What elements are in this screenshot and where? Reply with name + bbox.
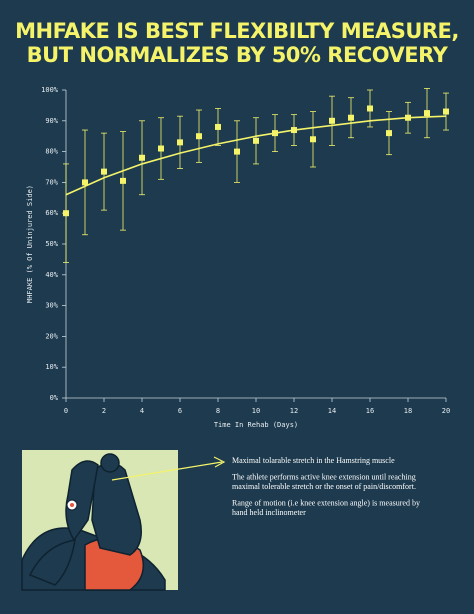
y-tick-label: 80% xyxy=(45,148,58,156)
x-axis-label: Time In Rehab (Days) xyxy=(214,421,298,429)
arrow xyxy=(111,456,226,481)
chart-title: BUT NORMALIZES BY 50% RECOVERY xyxy=(27,43,449,67)
data-point xyxy=(177,139,183,146)
data-point xyxy=(215,123,221,130)
data-point xyxy=(63,210,69,217)
note-text: hand held inclinometer xyxy=(232,508,306,517)
y-tick-label: 60% xyxy=(45,209,58,217)
x-tick-label: 18 xyxy=(404,407,412,415)
data-point xyxy=(386,130,392,137)
note-text: Range of motion (i.e knee extension angl… xyxy=(232,498,420,507)
x-tick-label: 10 xyxy=(252,407,260,415)
y-tick-label: 10% xyxy=(45,363,58,371)
note-text: The athlete performs active knee extensi… xyxy=(232,472,416,481)
illustration xyxy=(21,450,178,591)
x-tick-label: 12 xyxy=(290,407,298,415)
y-tick-label: 20% xyxy=(45,332,58,340)
data-point xyxy=(234,148,240,155)
data-point xyxy=(310,136,316,143)
x-tick-label: 14 xyxy=(328,407,336,415)
x-tick-label: 2 xyxy=(102,407,106,415)
y-tick-label: 30% xyxy=(45,302,58,310)
data-point xyxy=(272,130,278,137)
data-point xyxy=(101,168,107,175)
y-tick-label: 90% xyxy=(45,117,58,125)
data-point xyxy=(367,105,373,112)
data-point xyxy=(443,108,449,115)
chart-title: MHFAKE IS BEST FLEXIBILTY MEASURE, xyxy=(15,19,459,43)
data-point xyxy=(253,137,259,144)
x-tick-label: 4 xyxy=(140,407,144,415)
data-point xyxy=(139,154,145,161)
y-axis-label: MHFAKE (% Of Uninjured Side) xyxy=(26,185,34,303)
y-tick-label: 40% xyxy=(45,271,58,279)
x-tick-label: 8 xyxy=(216,407,220,415)
data-point xyxy=(405,114,411,121)
data-point xyxy=(329,117,335,124)
y-tick-label: 0% xyxy=(50,394,59,402)
data-point xyxy=(196,133,202,140)
x-tick-label: 20 xyxy=(442,407,450,415)
data-point xyxy=(158,145,164,152)
data-point xyxy=(348,114,354,121)
x-tick-label: 0 xyxy=(64,407,68,415)
note-text: Maximal tolarable stretch in the Hamstri… xyxy=(232,456,395,465)
data-point xyxy=(424,110,430,117)
note-text: maximal tolerable stretch or the onset o… xyxy=(232,482,416,491)
x-tick-label: 6 xyxy=(178,407,182,415)
data-point xyxy=(291,127,297,134)
data-point xyxy=(82,179,88,186)
y-tick-label: 100% xyxy=(41,86,59,94)
data-point xyxy=(120,177,126,184)
y-tick-label: 50% xyxy=(45,240,58,248)
y-tick-label: 70% xyxy=(45,178,58,186)
x-tick-label: 16 xyxy=(366,407,374,415)
